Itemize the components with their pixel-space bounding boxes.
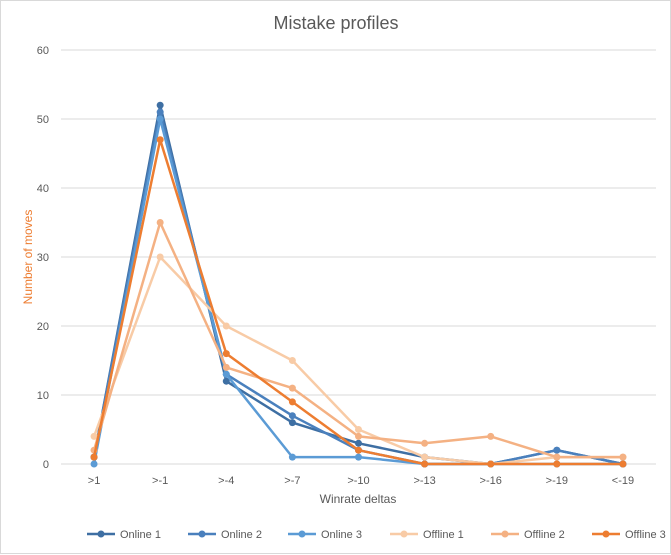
y-tick-label: 30 (37, 252, 49, 264)
data-point (553, 453, 561, 461)
series-line (92, 221, 623, 459)
series-line (92, 110, 624, 466)
data-point (90, 453, 98, 461)
x-tick-label: >-4 (218, 475, 234, 487)
legend-marker (400, 530, 408, 538)
x-tick-label: >-10 (347, 475, 369, 487)
legend-marker (198, 530, 206, 538)
series-line (92, 117, 623, 466)
series-online-3 (90, 115, 627, 468)
data-point (421, 439, 429, 447)
x-tick-label: >-19 (546, 475, 568, 487)
legend-label: Online 3 (321, 529, 362, 541)
data-point (421, 460, 429, 468)
legend-marker (298, 530, 306, 538)
y-tick-label: 0 (43, 459, 49, 471)
series-line (92, 103, 624, 466)
legend-label: Offline 1 (423, 529, 464, 541)
data-point (222, 322, 230, 330)
legend-label: Online 1 (120, 529, 161, 541)
data-point (156, 108, 164, 116)
data-point (355, 439, 362, 447)
legend-marker (501, 530, 509, 538)
data-point (288, 384, 296, 392)
data-point (222, 363, 230, 371)
data-point (90, 460, 98, 468)
series-offline-2 (90, 219, 627, 461)
data-point (90, 432, 98, 440)
chart-title: Mistake profiles (273, 13, 398, 33)
data-point (156, 219, 164, 226)
y-tick-label: 40 (37, 183, 49, 195)
legend-item: Online 2 (188, 529, 262, 541)
x-tick-label: >-13 (413, 475, 435, 487)
x-axis-label: Winrate deltas (320, 492, 397, 506)
data-point (355, 453, 362, 461)
data-point (553, 446, 561, 454)
data-point (487, 460, 495, 468)
data-point (156, 101, 164, 109)
x-tick-label: >-1 (152, 475, 168, 487)
data-point (288, 357, 296, 364)
data-point (553, 460, 561, 468)
legend-label: Online 2 (221, 529, 262, 541)
data-point (421, 453, 429, 461)
data-point (156, 136, 164, 144)
data-point (156, 253, 164, 261)
data-point (288, 419, 296, 427)
legend-label: Offline 2 (524, 529, 565, 541)
data-point (619, 460, 627, 468)
series-offline-3 (90, 136, 627, 468)
y-tick-label: 20 (37, 321, 49, 333)
legend-marker (97, 530, 105, 538)
data-point (355, 446, 362, 454)
legend-item: Online 3 (288, 529, 362, 541)
data-point (156, 115, 164, 123)
data-point (355, 432, 362, 440)
x-tick-label: >1 (88, 475, 101, 487)
data-point (222, 350, 230, 358)
y-tick-label: 60 (37, 45, 49, 57)
legend-item: Offline 1 (390, 529, 464, 541)
data-point (288, 453, 296, 461)
y-axis-label: Number of moves (21, 210, 35, 305)
legend-item: Offline 3 (592, 529, 666, 541)
legend-item: Offline 2 (491, 529, 565, 541)
x-tick-label: <-19 (612, 475, 634, 487)
y-tick-label: 50 (37, 114, 49, 126)
data-point (619, 453, 627, 461)
data-point (222, 377, 230, 385)
data-point (487, 432, 495, 440)
legend-marker (602, 530, 610, 538)
x-tick-label: >-16 (480, 475, 502, 487)
data-point (288, 398, 296, 406)
x-tick-label: >-7 (284, 475, 300, 487)
legend-item: Online 1 (87, 529, 161, 541)
data-point (355, 426, 362, 433)
data-point (222, 370, 230, 378)
legend-label: Offline 3 (625, 529, 666, 541)
y-tick-label: 10 (37, 390, 49, 402)
data-point (288, 412, 296, 420)
